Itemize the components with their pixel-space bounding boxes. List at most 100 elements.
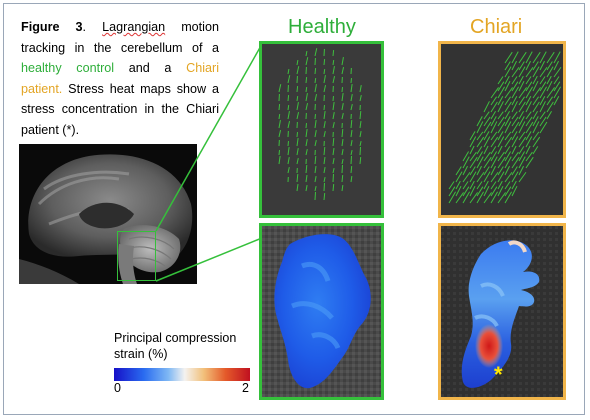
motion-vector [504, 136, 513, 148]
motion-vector [287, 140, 290, 147]
healthy-motion-vectors-panel [259, 41, 384, 218]
motion-vector [296, 158, 299, 165]
motion-vector [511, 95, 518, 106]
motion-vector [323, 177, 326, 183]
motion-vector [504, 75, 510, 85]
motion-vector [332, 168, 335, 174]
motion-vector [518, 75, 524, 85]
motion-vector [476, 146, 483, 155]
motion-vector [305, 164, 308, 174]
motion-vector [278, 156, 281, 165]
figure-caption: Figure 3. Lagrangian motion tracking in … [21, 20, 219, 137]
motion-vector [546, 66, 554, 78]
motion-vector [314, 176, 317, 183]
motion-vector [539, 101, 546, 113]
motion-vector [525, 116, 533, 127]
cerebellum-roi-box [117, 231, 156, 281]
motion-vector [518, 121, 526, 134]
motion-vector [448, 191, 457, 204]
motion-vector [455, 166, 462, 176]
motion-vector [287, 111, 290, 120]
motion-vector [497, 76, 504, 85]
motion-vector [296, 112, 300, 120]
motion-vector [462, 151, 469, 162]
motion-vector [314, 67, 317, 75]
colorbar-title-line1: Principal compression [114, 331, 237, 345]
motion-vector [518, 80, 525, 92]
motion-vector [296, 85, 299, 93]
caption-chiari-patient: Chiari patient. [21, 61, 219, 96]
motion-vector [511, 156, 520, 169]
motion-vector [350, 94, 353, 102]
motion-vector [525, 66, 534, 78]
motion-vector [296, 173, 299, 183]
motion-vector [497, 185, 504, 197]
motion-vector [553, 66, 562, 78]
motion-vector [469, 145, 475, 155]
motion-vector [476, 191, 485, 204]
motion-vector [511, 111, 518, 120]
motion-vector [511, 116, 519, 127]
motion-vector [305, 149, 308, 156]
motion-vector [332, 66, 335, 75]
motion-vector [497, 166, 504, 176]
motion-vector [341, 113, 344, 120]
motion-vector [490, 87, 499, 99]
motion-vector [462, 165, 468, 176]
motion-vector [350, 150, 353, 156]
motion-vector [287, 75, 291, 84]
motion-vector [341, 67, 345, 75]
motion-vector [359, 85, 362, 93]
motion-vector [490, 131, 498, 141]
motion-vector [511, 121, 520, 134]
caption-text-3: Stress heat maps show a stress concentra… [21, 81, 219, 137]
motion-vector [497, 136, 505, 148]
motion-vector [314, 48, 318, 57]
motion-vector [511, 101, 518, 113]
motion-vector [532, 101, 540, 113]
motion-vector [490, 186, 498, 197]
chiari-header: Chiari [470, 16, 523, 38]
motion-vector [341, 86, 344, 93]
motion-vector [497, 131, 504, 141]
motion-vector [296, 102, 299, 111]
motion-vector [483, 145, 489, 155]
motion-vector [287, 157, 290, 165]
motion-vector [341, 159, 344, 165]
motion-vector [511, 136, 519, 148]
motion-vector [546, 61, 553, 71]
colorbar-min-label: 0 [114, 381, 121, 395]
motion-vector [469, 185, 476, 197]
motion-vector [525, 101, 532, 113]
motion-vector [525, 86, 534, 99]
motion-vector [511, 76, 518, 85]
motion-vector [490, 151, 497, 162]
motion-vector [525, 131, 532, 141]
chiari-motion-vectors-panel [438, 41, 566, 218]
motion-vector [323, 58, 326, 66]
motion-vector [483, 185, 490, 197]
motion-vector [359, 156, 362, 165]
motion-vector [504, 116, 511, 127]
motion-vector [332, 76, 336, 84]
motion-vector [483, 151, 491, 162]
motion-vector [546, 80, 553, 92]
motion-vector [518, 61, 525, 71]
motion-vector [553, 76, 560, 85]
motion-vector [350, 165, 353, 174]
motion-vector [497, 171, 505, 183]
motion-vector [525, 81, 533, 92]
motion-vector [314, 84, 317, 93]
stress-concentration-marker: * [494, 362, 503, 387]
motion-vector [497, 156, 506, 169]
motion-vector [490, 110, 496, 120]
motion-vector [525, 76, 532, 85]
motion-vector [546, 75, 552, 85]
motion-vector [518, 116, 525, 127]
motion-vector [476, 121, 484, 134]
motion-vector [296, 138, 299, 147]
motion-vector [511, 66, 520, 78]
motion-vector [518, 171, 527, 183]
motion-vector [490, 181, 497, 190]
motion-vector [332, 137, 335, 147]
